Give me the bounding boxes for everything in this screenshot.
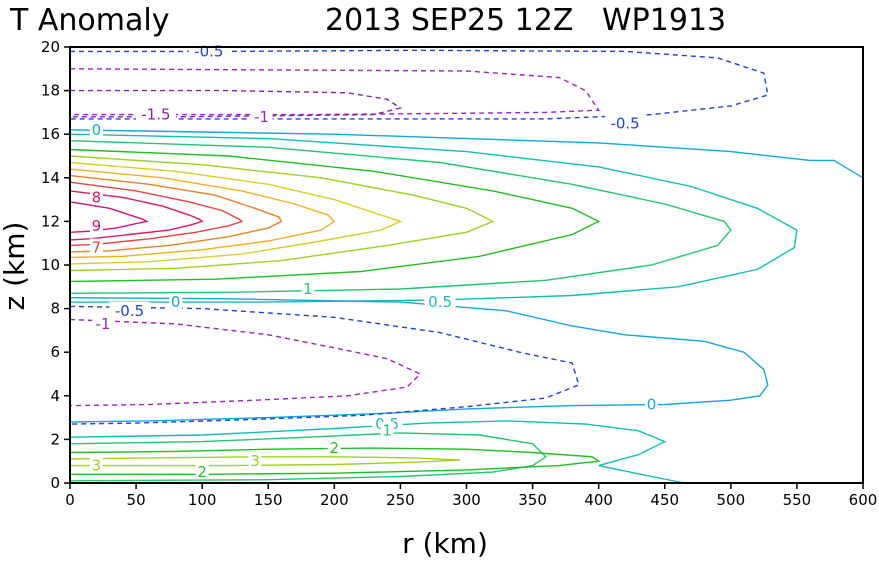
y-tick-label-7: 14: [41, 169, 60, 187]
contour-label-bg-17: [248, 452, 262, 469]
contour-line-0-3: [69, 129, 864, 179]
x-tick-label-9: 450: [650, 491, 679, 509]
x-tick-label-12: 600: [849, 491, 878, 509]
chart-title-left: T Anomaly: [9, 3, 169, 38]
contour-label-bg-12: [92, 314, 114, 331]
contour-line-5-9: [69, 168, 336, 259]
y-tick-label-4: 8: [50, 300, 60, 318]
contour-label-6: 9: [92, 217, 102, 235]
contour-label-9: 0.5: [428, 293, 452, 311]
contour-label-8: 1: [303, 280, 313, 298]
contour-label-bg-18: [89, 456, 103, 473]
x-tick-label-8: 400: [584, 491, 613, 509]
contour-label-bg-15: [380, 421, 394, 438]
contour-label-7: 7: [92, 239, 102, 257]
contour-label-bg-10: [169, 293, 183, 310]
x-axis-title: r (km): [402, 527, 488, 559]
contour-label-bg-13: [645, 395, 658, 412]
contour-label-bg-16: [327, 439, 341, 456]
plot-frame: [69, 46, 864, 484]
contour-label-0: -0.5: [194, 42, 223, 60]
contour-label-3: -0.5: [610, 114, 639, 132]
contour-label-bg-11: [109, 301, 150, 318]
contour-label-10: 0: [171, 293, 181, 311]
contour-label-13: 0: [647, 396, 657, 414]
contour-line-neg0p5-0: [70, 49, 769, 120]
contour-label-1: -1.5: [141, 106, 170, 124]
contour-label-18: 3: [92, 457, 102, 475]
x-tick-label-6: 300: [452, 491, 481, 509]
contour-line-8-12: [69, 190, 204, 241]
y-tick-label-10: 20: [41, 38, 60, 56]
contour-label-bg-5: [89, 188, 103, 205]
y-tick-label-2: 4: [50, 387, 60, 405]
x-axis-ticks: 0 50 100 150 200 250 300 350 400 450 500 550 600: [65, 483, 877, 509]
contour-label-bg-8: [301, 280, 315, 296]
contour-label-bg-4: [89, 120, 103, 137]
y-tick-label-0: 0: [50, 474, 60, 492]
x-tick-label-4: 200: [320, 491, 349, 509]
contour-label-bg-7: [89, 238, 103, 255]
y-tick-label-3: 6: [50, 343, 60, 361]
x-tick-label-7: 350: [518, 491, 547, 509]
x-tick-label-3: 150: [254, 491, 283, 509]
contour-label-bg-19: [195, 463, 209, 480]
contour-line-3-7: [69, 155, 495, 272]
y-tick-label-6: 12: [41, 212, 60, 230]
contour-label-bg-3: [605, 114, 646, 131]
contour-line-2-6: [69, 148, 601, 283]
contour-label-bg-9: [424, 293, 456, 310]
contour-line-1-5: [69, 140, 732, 294]
contour-label-11: -0.5: [115, 302, 144, 320]
x-tick-label-2: 100: [188, 491, 217, 509]
contour-label-5: 8: [92, 188, 102, 206]
contour-line-1-18: [69, 432, 547, 482]
contour-line-0-14: [69, 297, 769, 423]
contour-line-2-19: [69, 447, 601, 475]
contour-line-6-10: [69, 174, 283, 253]
y-axis-ticks: 0 2 4 6 8 10 12 14 16 18 20: [41, 38, 70, 492]
contour-label-12: -1: [96, 315, 111, 333]
chart-title-right: 2013 SEP25 12Z WP1913: [325, 3, 726, 38]
x-tick-label-10: 500: [717, 491, 746, 509]
y-axis-title: z (km): [0, 222, 31, 311]
contour-label-2: -1: [254, 108, 269, 126]
title-group: T Anomaly 2013 SEP25 12Z WP1913: [9, 3, 726, 38]
contour-label-bg-6: [89, 216, 103, 233]
x-tick-label-0: 0: [65, 491, 75, 509]
contour-label-16: 2: [330, 439, 340, 457]
y-tick-label-1: 2: [50, 430, 60, 448]
contour-label-17: 3: [250, 452, 260, 470]
contour-line-0p5-17: [69, 420, 685, 484]
contour-line-9-13: [69, 201, 149, 233]
y-tick-label-5: 10: [41, 256, 60, 274]
contour-line-neg1-16: [69, 318, 422, 407]
contour-line-neg1-1: [69, 68, 600, 116]
contour-line-4-8: [69, 161, 403, 265]
contour-label-19: 2: [197, 463, 207, 481]
y-tick-label-8: 16: [41, 125, 60, 143]
contour-line-neg1p5-2: [70, 89, 403, 118]
contour-line-3-20: [69, 456, 460, 467]
contour-line-neg0p5-15: [69, 305, 580, 425]
contours-group: [69, 49, 864, 484]
contour-label-15: 1: [382, 422, 392, 440]
contour-line-7-11: [69, 181, 244, 247]
y-tick-label-9: 18: [41, 82, 60, 100]
x-tick-label-5: 250: [386, 491, 415, 509]
contour-label-bg-2: [250, 107, 273, 124]
x-tick-label-11: 550: [783, 491, 812, 509]
x-tick-label-1: 50: [127, 491, 146, 509]
contour-label-bg-1: [135, 105, 176, 122]
contour-label-4: 0: [92, 121, 102, 139]
contour-line-0p5-4: [69, 133, 798, 303]
